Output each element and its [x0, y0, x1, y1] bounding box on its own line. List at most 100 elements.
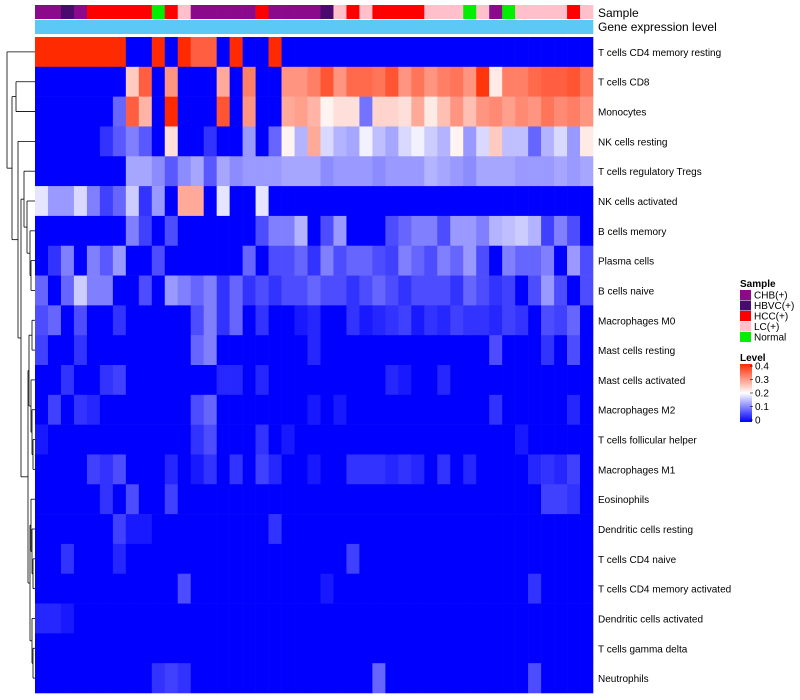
- heatmap-cell: [463, 245, 477, 276]
- heatmap-cell: [268, 543, 282, 575]
- heatmap-cell: [99, 573, 114, 604]
- heatmap-cell: [541, 126, 555, 157]
- heatmap-cell: [411, 633, 425, 664]
- heatmap-cell: [216, 245, 230, 276]
- heatmap-cell: [268, 394, 282, 425]
- heatmap-cell: [411, 663, 425, 694]
- heatmap-cell: [203, 424, 217, 455]
- heatmap-cell: [463, 37, 477, 68]
- heatmap-cell: [554, 394, 568, 425]
- heatmap-cell: [528, 603, 542, 634]
- gene-expression-cell: [294, 20, 308, 34]
- heatmap-cell: [86, 275, 101, 306]
- heatmap-cell: [359, 454, 373, 485]
- heatmap-cell: [151, 156, 166, 187]
- heatmap-cell: [476, 37, 490, 68]
- heatmap-cell: [450, 335, 464, 366]
- heatmap-cell: [437, 454, 451, 485]
- heatmap-cell: [138, 275, 153, 306]
- heatmap-cell: [476, 573, 490, 604]
- heatmap-cell: [190, 543, 204, 575]
- heatmap-cell: [35, 186, 49, 217]
- heatmap-cell: [372, 633, 386, 664]
- heatmap-cell: [424, 543, 438, 575]
- heatmap-cell: [528, 484, 542, 515]
- heatmap-cell: [580, 186, 594, 217]
- heatmap-cell: [35, 305, 49, 336]
- heatmap-cell: [437, 66, 451, 97]
- heatmap-cell: [190, 394, 204, 425]
- heatmap-cell: [476, 335, 490, 366]
- heatmap-cell: [424, 156, 438, 187]
- heatmap-cell: [385, 663, 399, 694]
- heatmap-cell: [320, 454, 334, 485]
- heatmap-cell: [502, 66, 516, 97]
- heatmap-cell: [268, 275, 282, 306]
- heatmap-cell: [294, 543, 308, 575]
- heatmap-cell: [411, 454, 425, 485]
- heatmap-cell: [476, 365, 490, 396]
- heatmap-cell: [567, 126, 581, 157]
- legend-swatch-normal: [740, 332, 751, 342]
- heatmap-cell: [450, 245, 464, 276]
- heatmap-cell: [424, 633, 438, 664]
- heatmap-cell: [515, 543, 529, 575]
- heatmap-cell: [437, 663, 451, 694]
- heatmap-cell: [268, 156, 282, 187]
- heatmap-cell: [268, 335, 282, 366]
- heatmap-cell: [359, 633, 373, 664]
- gene-expression-cell: [320, 20, 334, 34]
- heatmap-cell: [333, 305, 347, 336]
- heatmap-cell: [450, 573, 464, 604]
- heatmap-cell: [437, 305, 451, 336]
- heatmap-cell: [281, 663, 295, 694]
- heatmap-cell: [255, 573, 269, 604]
- gene-expression-cell: [203, 20, 217, 34]
- heatmap-cell: [489, 96, 503, 127]
- heatmap-cell: [112, 394, 127, 425]
- heatmap-cells: [35, 37, 594, 694]
- heatmap-cell: [151, 305, 166, 336]
- heatmap-cell: [307, 335, 321, 366]
- heatmap-cell: [502, 454, 516, 485]
- heatmap-cell: [450, 663, 464, 694]
- heatmap-cell: [73, 275, 88, 306]
- heatmap-cell: [99, 484, 114, 515]
- heatmap-cell: [372, 484, 386, 515]
- heatmap-cell: [216, 186, 230, 217]
- heatmap-cell: [346, 37, 360, 68]
- heatmap-cell: [320, 424, 334, 455]
- heatmap-cell: [138, 96, 153, 127]
- heatmap-cell: [138, 305, 153, 336]
- heatmap-cell: [541, 156, 555, 187]
- sample-annotation-cell: [424, 5, 438, 19]
- heatmap-cell: [125, 454, 140, 485]
- heatmap-cell: [515, 96, 529, 127]
- heatmap-cell: [320, 365, 334, 396]
- heatmap-cell: [190, 275, 204, 306]
- heatmap-cell: [281, 514, 295, 545]
- heatmap-cell: [138, 454, 153, 485]
- heatmap-cell: [437, 37, 451, 68]
- heatmap-cell: [307, 365, 321, 396]
- heatmap-cell: [190, 454, 204, 485]
- heatmap-cell: [541, 215, 555, 247]
- heatmap-cell: [164, 484, 179, 515]
- gene-expression-cell: [47, 20, 62, 34]
- heatmap-cell: [528, 156, 542, 187]
- heatmap-cell: [307, 66, 321, 97]
- heatmap-cell: [216, 126, 230, 157]
- heatmap-cell: [424, 186, 438, 217]
- heatmap-cell: [242, 305, 256, 336]
- heatmap-cell: [333, 335, 347, 366]
- heatmap-cell: [47, 663, 62, 694]
- heatmap-cell: [112, 573, 127, 604]
- heatmap-cell: [346, 96, 360, 127]
- heatmap-cell: [554, 633, 568, 664]
- legend-swatch-chb: [740, 290, 751, 300]
- heatmap-cell: [541, 543, 555, 575]
- heatmap-cell: [35, 573, 49, 604]
- heatmap-cell: [216, 543, 230, 575]
- heatmap-cell: [216, 37, 230, 68]
- gene-expression-cell: [437, 20, 451, 34]
